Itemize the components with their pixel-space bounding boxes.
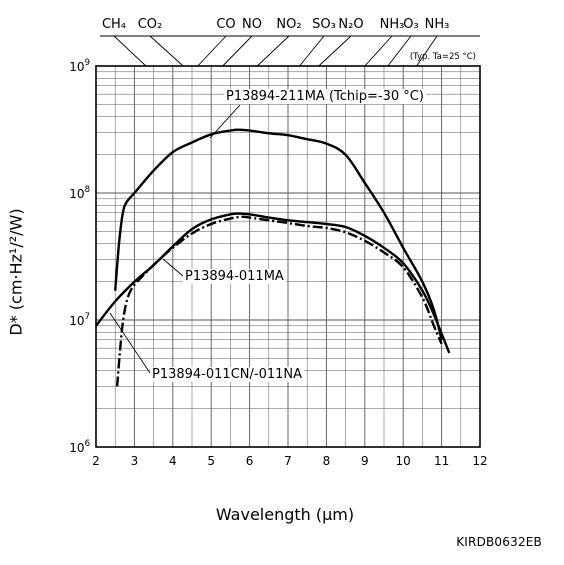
annotation-background: [150, 367, 305, 382]
detectivity-curves: [95, 128, 451, 387]
absorption-line: [299, 35, 325, 67]
typ-condition-note: (Typ. Ta=25 °C): [410, 52, 476, 62]
gas-label: CH₄: [102, 17, 126, 32]
absorption-line: [387, 35, 412, 67]
annotation-leader: [209, 104, 241, 139]
grid-lines: [96, 66, 480, 447]
x-tick-label: 12: [472, 454, 487, 468]
absorption-line: [416, 35, 438, 67]
absorption-line: [149, 35, 184, 67]
x-tick-label: 4: [169, 454, 177, 468]
axis-tick-labels: 2 3 4 5 6 7 8 9 10 11 12 106 107 108 109: [69, 58, 487, 468]
y-tick-label: 107: [69, 312, 90, 328]
x-tick-label: 7: [284, 454, 292, 468]
absorption-line: [197, 35, 227, 67]
series-annotation-0: P13894-211MA (Tchip=-30 °C): [226, 89, 424, 104]
annotation-background: [183, 269, 286, 284]
gas-label: NO: [242, 17, 262, 32]
x-tick-label: 11: [434, 454, 449, 468]
absorption-line: [256, 35, 290, 67]
series-annotation-1: P13894-011MA: [185, 269, 284, 284]
annotation-leader: [162, 258, 184, 277]
gas-label: CO: [216, 17, 235, 32]
gas-label: SO₃: [312, 17, 336, 32]
absorption-line: [318, 35, 352, 67]
series-annotations: P13894-211MA (Tchip=-30 °C) P13894-011MA P…: [109, 89, 426, 382]
y-axis-label: D* (cm·Hz¹/²/W): [6, 208, 26, 335]
x-axis-label: Wavelength (μm): [215, 505, 355, 524]
gas-label: NO₂: [276, 17, 301, 32]
x-tick-label: 3: [131, 454, 139, 468]
annotation-background: [224, 89, 426, 104]
gas-label: NH₃: [425, 17, 450, 32]
series-line-0: [114, 128, 443, 341]
annotation-leader: [109, 312, 151, 374]
absorption-line: [222, 35, 253, 67]
x-tick-label: 8: [323, 454, 331, 468]
absorption-line-markers: [100, 35, 480, 67]
absorption-line: [364, 35, 393, 67]
gas-label: CO₂: [138, 17, 163, 32]
x-tick-label: 5: [207, 454, 215, 468]
absorption-line: [113, 35, 147, 67]
y-tick-label: 106: [69, 439, 90, 455]
document-code: KIRDB0632EB: [456, 535, 542, 549]
y-tick-label: 109: [69, 58, 90, 74]
y-tick-label: 108: [69, 185, 90, 201]
y-axis-label-text: D* (cm·Hz¹/²/W): [6, 208, 26, 336]
gas-label: O₃: [403, 17, 418, 32]
x-tick-label: 9: [361, 454, 369, 468]
series-line-2: [115, 215, 443, 387]
x-tick-label: 2: [92, 454, 100, 468]
gas-label: NH₃: [380, 17, 405, 32]
plot-frame: [95, 65, 481, 448]
series-annotation-2: P13894-011CN/-011NA: [152, 367, 302, 382]
x-tick-label: 10: [396, 454, 411, 468]
x-tick-label: 6: [246, 454, 254, 468]
gas-label: N₂O: [338, 17, 363, 32]
